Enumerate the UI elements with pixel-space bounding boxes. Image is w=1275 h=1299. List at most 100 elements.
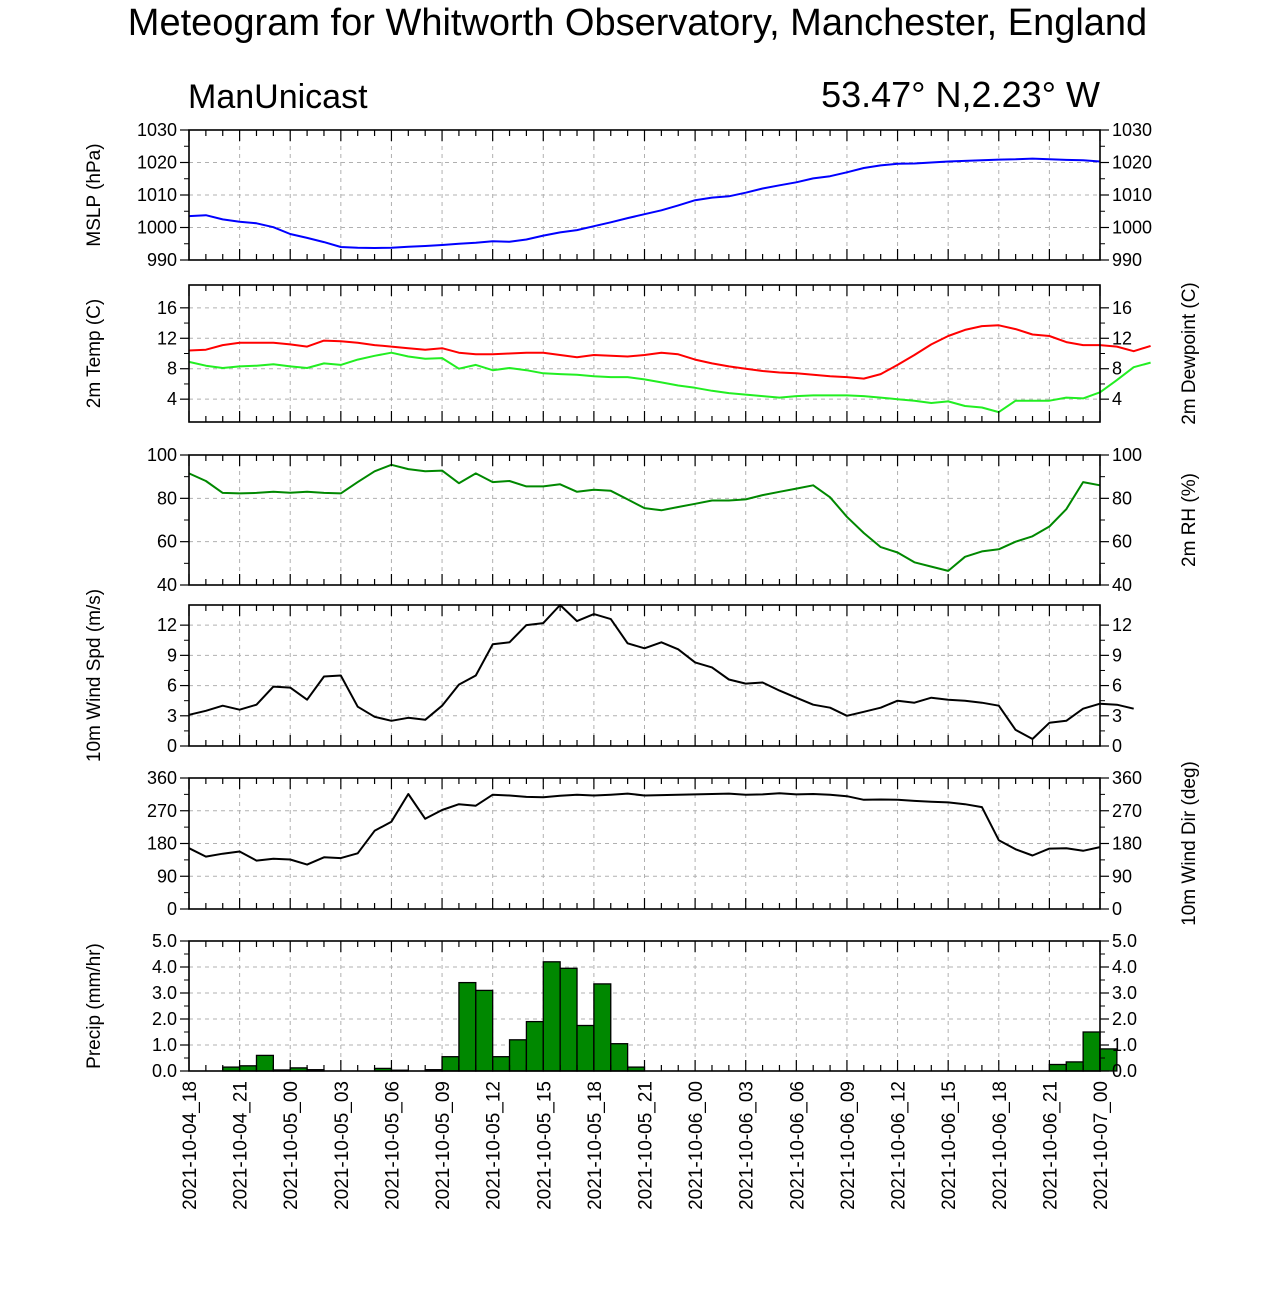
wspd-series-line-0 — [188, 604, 1134, 740]
y-tick-label-right: 990 — [1112, 250, 1142, 270]
precip-bar — [475, 989, 494, 1072]
y-tick-label-right: 3 — [1112, 706, 1122, 726]
panel-rh: 40 40 60 60 80 80 100 100 2m RH (%) — [147, 445, 1200, 595]
y-axis-title-right: 2m Dewpoint (C) — [1179, 282, 1200, 425]
mslp-series-line-0 — [188, 157, 1101, 249]
precip-bar — [441, 1056, 460, 1072]
panel-frame — [188, 284, 1101, 423]
panel-temp: 4 4 8 8 12 12 16 16 2m Temp (C) 2m Dewpoint (C) — [84, 282, 1200, 425]
y-tick-label-left: 12 — [157, 328, 177, 348]
panel-wspd: 0 0 3 3 6 6 9 9 12 12 10m Wind Spd (m/s) — [84, 589, 1134, 762]
y-tick-label-left: 4.0 — [152, 957, 177, 977]
precip-bar — [1048, 1063, 1067, 1072]
y-tick-label-right: 12 — [1112, 615, 1132, 635]
y-tick-label-right: 180 — [1112, 834, 1142, 854]
precip-bar — [1065, 1061, 1084, 1072]
y-tick-label-right: 2.0 — [1112, 1009, 1137, 1029]
y-tick-label-right: 1020 — [1112, 153, 1152, 173]
y-tick-label-left: 1030 — [137, 120, 177, 140]
precip-bar — [255, 1054, 275, 1072]
y-tick-label-left: 1.0 — [152, 1035, 177, 1055]
y-tick-label-right: 1.0 — [1112, 1035, 1137, 1055]
x-tick-label: 2021-10-06_12 — [889, 1081, 910, 1210]
y-tick-label-right: 100 — [1112, 445, 1142, 465]
wdir-series-line-0 — [188, 792, 1101, 866]
y-tick-label-left: 6 — [167, 676, 177, 696]
x-tick-label: 2021-10-05_03 — [332, 1081, 353, 1210]
x-tick-label: 2021-10-06_09 — [838, 1081, 859, 1210]
x-tick-label: 2021-10-07_00 — [1091, 1081, 1112, 1210]
y-tick-label-left: 9 — [167, 645, 177, 665]
precip-bar — [610, 1043, 629, 1072]
y-tick-label-left: 4 — [167, 389, 177, 409]
precip-bar — [492, 1056, 511, 1072]
y-tick-label-right: 360 — [1112, 768, 1142, 788]
y-tick-label-left: 360 — [147, 768, 177, 788]
precip-bar — [542, 961, 561, 1072]
y-tick-label-left: 5.0 — [152, 931, 177, 951]
y-tick-label-left: 0.0 — [152, 1061, 177, 1081]
y-tick-label-left: 0 — [167, 736, 177, 756]
x-tick-label: 2021-10-06_15 — [939, 1081, 960, 1210]
y-tick-label-right: 0 — [1112, 736, 1122, 756]
x-tick-label: 2021-10-05_00 — [281, 1081, 302, 1210]
y-axis-title-right: 10m Wind Dir (deg) — [1179, 761, 1200, 926]
precip-bar — [508, 1039, 528, 1072]
precip-bar — [593, 983, 612, 1072]
x-tick-label: 2021-10-06_06 — [787, 1081, 808, 1210]
x-tick-label: 2021-10-05_09 — [433, 1081, 454, 1210]
y-tick-label-right: 16 — [1112, 298, 1132, 318]
x-tick-label: 2021-10-04_21 — [231, 1081, 252, 1210]
x-tick-label: 2021-10-06_03 — [737, 1081, 758, 1210]
y-axis-title-right: 2m RH (%) — [1179, 473, 1200, 567]
y-tick-label-right: 80 — [1112, 488, 1132, 508]
x-tick-label: 2021-10-05_18 — [585, 1081, 606, 1210]
x-tick-label: 2021-10-05_15 — [534, 1081, 555, 1210]
precip-bar — [458, 981, 477, 1072]
y-tick-label-left: 90 — [157, 866, 177, 886]
y-tick-label-left: 2.0 — [152, 1009, 177, 1029]
x-tick-label: 2021-10-06_00 — [686, 1081, 707, 1210]
x-tick-label: 2021-10-05_12 — [484, 1081, 505, 1210]
precip-bar — [559, 967, 578, 1072]
y-tick-label-left: 100 — [147, 445, 177, 465]
temp-series-line-1 — [188, 351, 1151, 414]
precip-bar — [576, 1024, 595, 1072]
y-tick-label-right: 0.0 — [1112, 1061, 1137, 1081]
y-tick-label-right: 5.0 — [1112, 931, 1137, 951]
x-tick-label: 2021-10-06_18 — [990, 1081, 1011, 1210]
y-tick-label-right: 0 — [1112, 899, 1122, 919]
x-tick-label: 2021-10-05_21 — [636, 1081, 657, 1210]
y-tick-label-right: 1010 — [1112, 185, 1152, 205]
model-name: ManUnicast — [188, 78, 368, 116]
y-tick-label-right: 12 — [1112, 328, 1132, 348]
y-tick-label-right: 3.0 — [1112, 983, 1137, 1003]
y-axis-title-left: MSLP (hPa) — [84, 143, 105, 246]
panel-mslp: 990 990 1000 1000 1010 1010 1020 1020 1030 1030 MS… — [84, 120, 1152, 270]
y-tick-label-left: 270 — [147, 801, 177, 821]
y-tick-label-left: 40 — [157, 575, 177, 595]
y-tick-label-left: 0 — [167, 899, 177, 919]
y-tick-label-right: 40 — [1112, 575, 1132, 595]
y-tick-label-left: 8 — [167, 359, 177, 379]
y-tick-label-right: 8 — [1112, 359, 1122, 379]
y-tick-label-right: 60 — [1112, 532, 1132, 552]
panel-wdir: 0 0 90 90 180 180 270 270 360 360 10m Wind Dir (de… — [147, 761, 1200, 926]
y-tick-label-left: 1020 — [137, 153, 177, 173]
y-axis-title-left: Precip (mm/hr) — [84, 943, 105, 1069]
y-tick-label-left: 3.0 — [152, 983, 177, 1003]
y-tick-label-right: 1000 — [1112, 218, 1152, 238]
y-tick-label-right: 90 — [1112, 866, 1132, 886]
y-tick-label-right: 4.0 — [1112, 957, 1137, 977]
y-tick-label-left: 12 — [157, 615, 177, 635]
y-tick-label-left: 80 — [157, 488, 177, 508]
y-tick-label-left: 16 — [157, 298, 177, 318]
temp-series-line-0 — [188, 324, 1151, 380]
y-tick-label-left: 1000 — [137, 218, 177, 238]
station-coordinates: 53.47° N,2.23° W — [821, 74, 1100, 115]
chart-title: Meteogram for Whitworth Observatory, Man… — [127, 2, 1148, 44]
y-tick-label-left: 1010 — [137, 185, 177, 205]
x-tick-label: 2021-10-04_18 — [180, 1081, 201, 1210]
x-tick-label: 2021-10-06_21 — [1040, 1081, 1061, 1210]
